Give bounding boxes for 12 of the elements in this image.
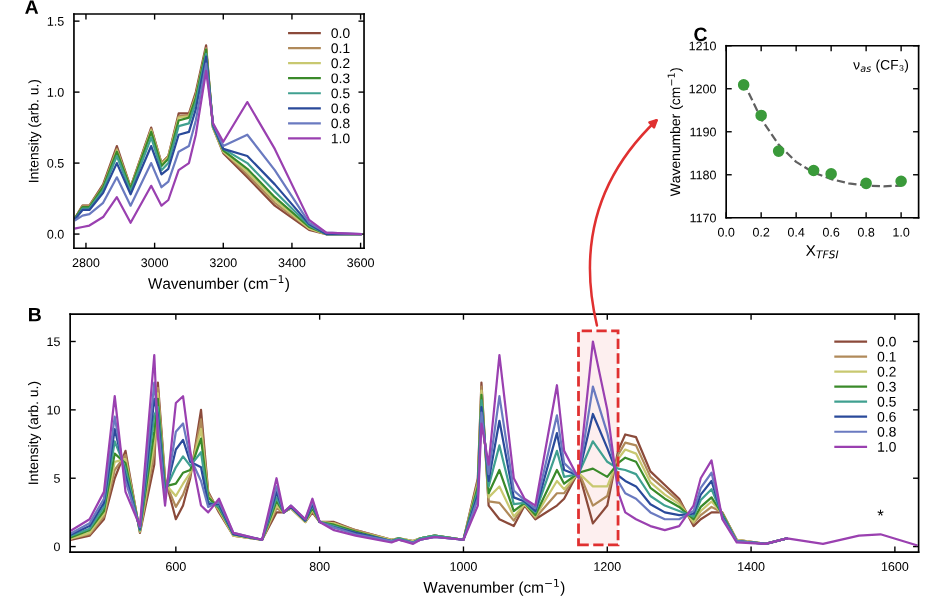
chart-title: C xyxy=(694,27,707,42)
point xyxy=(807,164,820,177)
point xyxy=(737,79,750,91)
point xyxy=(860,177,872,190)
chart-title: A xyxy=(25,0,39,14)
chart-title: B xyxy=(29,307,41,322)
annotation: * xyxy=(877,509,884,516)
line-series xyxy=(70,340,918,547)
point xyxy=(825,168,837,180)
point xyxy=(772,145,785,157)
point xyxy=(755,109,767,122)
point xyxy=(895,175,907,187)
